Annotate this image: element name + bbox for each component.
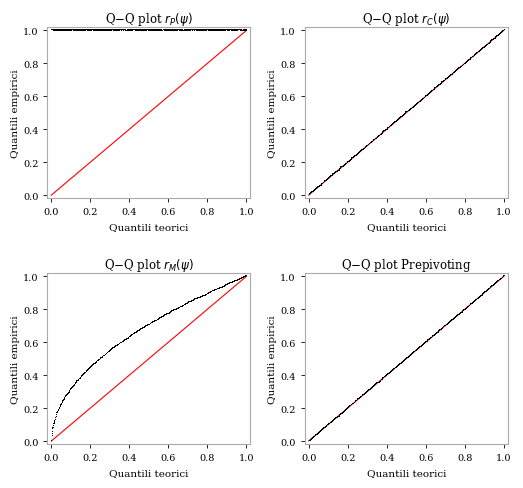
Y-axis label: Quantili empirici: Quantili empirici [268, 69, 277, 158]
X-axis label: Quantili teorici: Quantili teorici [367, 468, 446, 477]
Y-axis label: Quantili empirici: Quantili empirici [268, 315, 277, 403]
Title: Q$-$Q plot $r_C(\psi)$: Q$-$Q plot $r_C(\psi)$ [362, 11, 450, 28]
X-axis label: Quantili teorici: Quantili teorici [109, 223, 189, 231]
X-axis label: Quantili teorici: Quantili teorici [109, 468, 189, 477]
Title: Q$-$Q plot $r_P(\psi)$: Q$-$Q plot $r_P(\psi)$ [105, 11, 193, 28]
Title: Q$-$Q plot $r_M(\psi)$: Q$-$Q plot $r_M(\psi)$ [104, 257, 194, 273]
Y-axis label: Quantili empirici: Quantili empirici [11, 69, 20, 158]
Title: Q$-$Q plot Prepivoting: Q$-$Q plot Prepivoting [341, 257, 471, 273]
Y-axis label: Quantili empirici: Quantili empirici [11, 315, 20, 403]
X-axis label: Quantili teorici: Quantili teorici [367, 223, 446, 231]
